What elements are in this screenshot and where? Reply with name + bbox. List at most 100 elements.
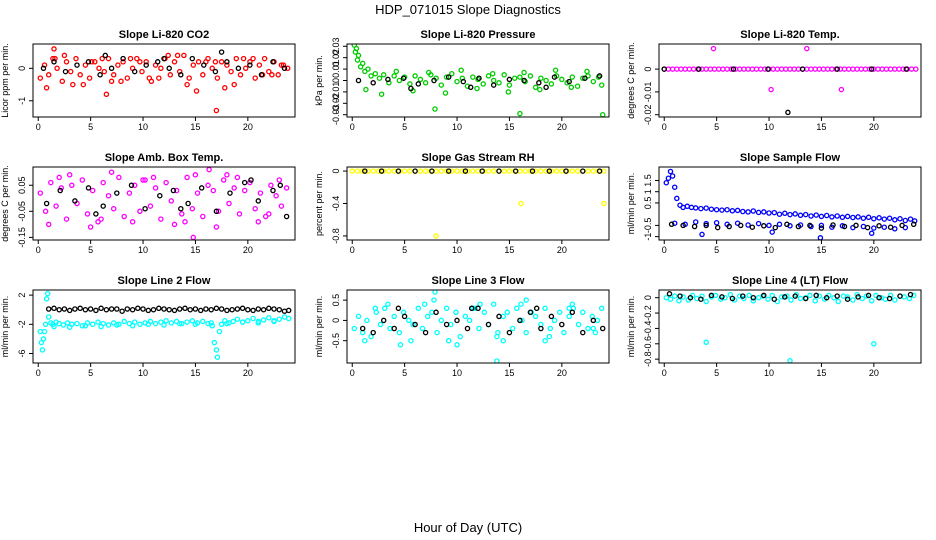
data-point xyxy=(53,203,59,209)
data-point xyxy=(114,306,120,312)
data-point xyxy=(61,306,68,312)
data-point xyxy=(506,76,513,83)
data-point xyxy=(688,204,695,211)
data-point xyxy=(260,317,267,323)
data-point xyxy=(548,81,555,87)
data-point xyxy=(100,179,106,186)
data-point xyxy=(103,306,110,313)
data-point xyxy=(368,73,374,79)
data-point xyxy=(910,221,917,228)
data-point xyxy=(174,52,181,59)
data-point xyxy=(152,185,159,191)
data-point xyxy=(57,187,63,194)
data-point xyxy=(745,209,751,215)
data-point xyxy=(212,68,219,75)
data-point xyxy=(209,65,215,72)
data-point xyxy=(108,65,115,72)
y-tick-label: -0.5 xyxy=(331,333,341,349)
data-point xyxy=(176,320,183,327)
data-point xyxy=(121,213,127,220)
data-point xyxy=(163,317,169,324)
data-point xyxy=(239,319,246,325)
data-point xyxy=(61,52,68,59)
data-point xyxy=(140,177,146,183)
data-point xyxy=(521,69,527,76)
plot-frame xyxy=(32,43,296,118)
x-tick-label: 5 xyxy=(714,245,719,255)
panel-title: Slope Li-820 Pressure xyxy=(421,29,536,41)
data-point xyxy=(772,224,779,231)
y-axis-label: kPa per min. xyxy=(314,55,324,106)
figure-title: HDP_071015 Slope Diagnostics xyxy=(375,2,561,17)
data-point xyxy=(476,325,482,332)
data-point xyxy=(368,333,374,340)
data-point xyxy=(839,214,846,221)
x-tick-label: 20 xyxy=(869,368,879,378)
data-point xyxy=(590,325,597,332)
data-point xyxy=(276,316,283,322)
data-point xyxy=(521,77,527,84)
y-tick-label: 0 xyxy=(643,295,653,300)
data-point xyxy=(146,75,153,81)
data-point xyxy=(126,190,133,196)
y-tick-label: -0.8 xyxy=(643,351,653,367)
data-point xyxy=(599,325,606,332)
data-point xyxy=(692,219,699,225)
data-point xyxy=(504,309,511,316)
data-point xyxy=(438,168,445,174)
data-point xyxy=(92,59,98,65)
x-tick-label: 20 xyxy=(557,368,567,378)
data-point xyxy=(778,294,785,300)
data-point xyxy=(568,84,575,91)
data-point xyxy=(518,301,524,307)
data-point xyxy=(248,177,254,183)
data-point xyxy=(674,195,680,202)
data-point xyxy=(137,321,143,328)
data-point xyxy=(537,86,543,93)
y-tick-label: -0.4 xyxy=(331,196,341,212)
data-point xyxy=(213,107,220,114)
chart-panel: Slope Line 4 (LT) Flow ml/min per min. 0 5 1… xyxy=(626,275,922,378)
data-point xyxy=(268,182,274,189)
data-point xyxy=(114,190,120,196)
y-tick-label: 0.02 xyxy=(331,49,341,67)
data-point xyxy=(258,72,265,78)
data-point xyxy=(129,323,136,329)
data-point xyxy=(79,323,86,329)
data-point xyxy=(261,55,268,62)
data-point xyxy=(871,215,877,222)
data-point xyxy=(899,222,905,229)
x-tick-label: 20 xyxy=(869,245,879,255)
chart-panel: Slope Line 3 Flow ml/min per min. 0 5 10 15 20… xyxy=(314,275,610,378)
x-tick-label: 20 xyxy=(243,122,253,132)
data-point xyxy=(699,293,705,299)
data-point xyxy=(66,172,73,178)
data-point xyxy=(100,203,106,209)
x-tick-label: 10 xyxy=(452,122,462,132)
data-point xyxy=(224,307,230,314)
data-point xyxy=(51,323,57,330)
data-point xyxy=(582,75,588,81)
data-point xyxy=(370,329,376,336)
x-tick-label: 0 xyxy=(350,122,355,132)
data-point xyxy=(566,305,572,312)
data-point xyxy=(668,221,675,228)
data-point xyxy=(166,65,172,72)
data-point xyxy=(458,67,464,73)
data-point xyxy=(380,72,387,78)
data-point xyxy=(242,65,249,72)
y-axis-label: degrees C per min. xyxy=(0,165,10,242)
data-point xyxy=(713,206,720,213)
data-point xyxy=(477,301,483,307)
plot-frame xyxy=(346,166,610,241)
data-point xyxy=(538,325,544,332)
x-tick-label: 10 xyxy=(452,245,462,255)
data-point xyxy=(864,224,871,231)
data-point xyxy=(145,307,152,314)
data-point xyxy=(190,234,197,240)
data-point xyxy=(200,72,206,78)
data-point xyxy=(445,74,452,80)
data-point xyxy=(37,75,44,81)
data-point xyxy=(72,306,78,312)
y-tick-label: 0 xyxy=(17,66,27,71)
